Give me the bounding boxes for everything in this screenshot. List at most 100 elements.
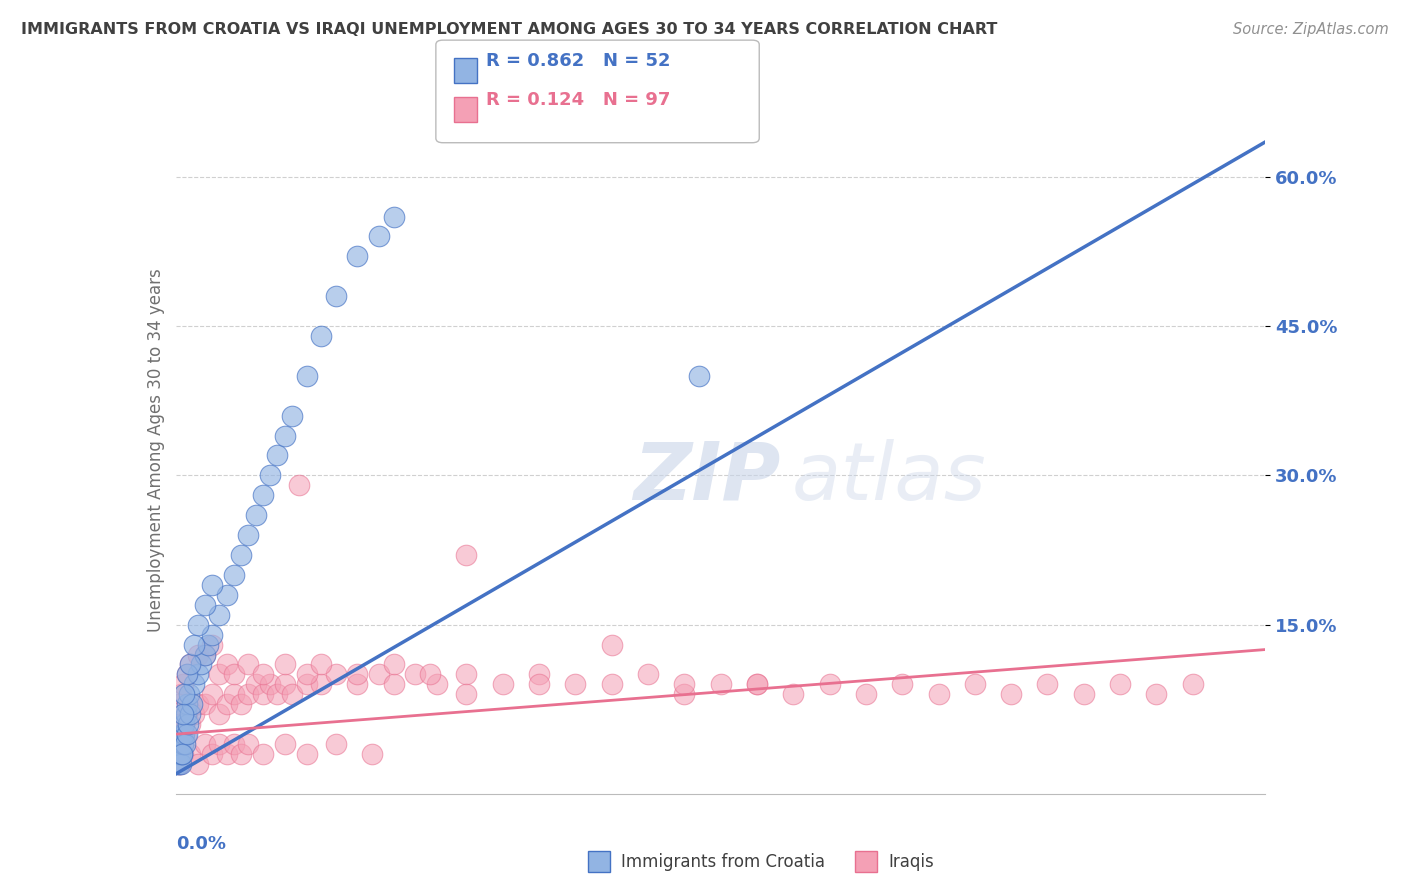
Point (325, 737, 347, 751)
Point (176, 667, 198, 681)
Point (238, 687, 260, 701)
Point (170, 747, 193, 761)
Point (167, 717, 190, 731)
Point (176, 707, 198, 722)
Point (170, 727, 193, 741)
Point (179, 707, 201, 722)
Point (173, 717, 195, 731)
Point (637, 667, 659, 681)
Point (360, 747, 382, 761)
Point (215, 588, 238, 602)
Point (346, 677, 368, 691)
Point (167, 747, 190, 761)
Point (208, 607, 231, 622)
Point (222, 687, 245, 701)
Point (215, 747, 238, 761)
Point (382, 677, 405, 691)
Point (167, 737, 190, 751)
Point (174, 707, 197, 722)
Point (295, 667, 318, 681)
Point (527, 667, 550, 681)
Point (405, 667, 427, 681)
Point (252, 687, 274, 701)
Point (309, 657, 332, 672)
Point (201, 578, 224, 592)
Point (172, 707, 194, 722)
Point (170, 717, 193, 731)
Point (170, 757, 193, 772)
Point (564, 677, 586, 691)
Point (492, 677, 515, 691)
Point (201, 627, 224, 641)
Point (176, 667, 198, 681)
Point (1000, 687, 1022, 701)
Point (1036, 677, 1059, 691)
Point (600, 677, 623, 691)
Point (281, 687, 304, 701)
Point (274, 657, 297, 672)
Point (1146, 687, 1168, 701)
Point (169, 727, 191, 741)
Point (231, 747, 253, 761)
Point (179, 747, 201, 761)
Point (201, 747, 224, 761)
Point (266, 449, 288, 463)
Text: Immigrants from Croatia: Immigrants from Croatia (621, 853, 825, 871)
Point (288, 478, 311, 492)
Point (309, 677, 332, 691)
Point (179, 657, 201, 672)
Point (295, 677, 318, 691)
Point (172, 677, 194, 691)
Point (419, 667, 441, 681)
Text: R = 0.124   N = 97: R = 0.124 N = 97 (486, 91, 671, 109)
Point (183, 638, 205, 652)
Point (166, 757, 188, 772)
Point (745, 677, 768, 691)
Point (194, 648, 217, 662)
Point (201, 687, 224, 701)
Point (426, 677, 449, 691)
Point (169, 698, 191, 712)
Point (197, 638, 219, 652)
Text: Source: ZipAtlas.com: Source: ZipAtlas.com (1233, 22, 1389, 37)
Text: R = 0.862   N = 52: R = 0.862 N = 52 (486, 52, 671, 70)
Point (186, 617, 209, 632)
Point (231, 548, 253, 562)
Point (222, 667, 245, 681)
Point (274, 677, 297, 691)
Point (201, 638, 224, 652)
Point (346, 667, 368, 681)
Point (527, 677, 550, 691)
Point (456, 687, 478, 701)
Point (169, 747, 191, 761)
Point (266, 687, 288, 701)
Point (274, 428, 297, 442)
Point (295, 368, 318, 383)
Point (208, 707, 231, 722)
Point (172, 747, 194, 761)
Point (170, 687, 193, 701)
Point (172, 727, 194, 741)
Point (600, 638, 623, 652)
Point (179, 657, 201, 672)
Point (346, 249, 368, 263)
Point (252, 667, 274, 681)
Point (186, 698, 209, 712)
Point (238, 657, 260, 672)
Point (252, 747, 274, 761)
Point (194, 598, 217, 612)
Point (215, 657, 238, 672)
Point (186, 667, 209, 681)
Point (169, 737, 191, 751)
Point (928, 687, 950, 701)
Point (194, 737, 217, 751)
Point (176, 698, 198, 712)
Point (231, 698, 253, 712)
Point (1109, 677, 1132, 691)
Point (208, 667, 231, 681)
Point (368, 667, 391, 681)
Point (245, 508, 267, 523)
Point (325, 289, 347, 303)
Text: Iraqis: Iraqis (889, 853, 935, 871)
Point (222, 737, 245, 751)
